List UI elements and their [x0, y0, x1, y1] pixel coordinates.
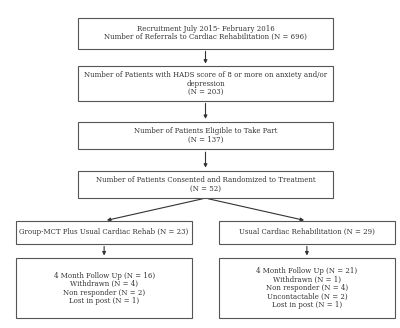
Text: Withdrawn (N = 1): Withdrawn (N = 1) [273, 276, 341, 284]
FancyBboxPatch shape [78, 171, 333, 198]
Text: Group-MCT Plus Usual Cardiac Rehab (N = 23): Group-MCT Plus Usual Cardiac Rehab (N = … [20, 228, 189, 236]
Text: Uncontactable (N = 2): Uncontactable (N = 2) [266, 293, 347, 301]
Text: Lost in post (N = 1): Lost in post (N = 1) [272, 301, 342, 309]
Text: Number of Patients Eligible to Take Part: Number of Patients Eligible to Take Part [134, 127, 277, 135]
FancyBboxPatch shape [78, 122, 333, 149]
FancyBboxPatch shape [219, 258, 395, 318]
Text: 4 Month Follow Up (N = 16): 4 Month Follow Up (N = 16) [54, 272, 155, 280]
FancyBboxPatch shape [16, 258, 192, 318]
Text: Non responder (N = 4): Non responder (N = 4) [266, 284, 348, 292]
Text: Number of Referrals to Cardiac Rehabilitation (N = 696): Number of Referrals to Cardiac Rehabilit… [104, 33, 307, 41]
FancyBboxPatch shape [219, 221, 395, 244]
Text: Usual Cardiac Rehabilitation (N = 29): Usual Cardiac Rehabilitation (N = 29) [239, 228, 375, 236]
Text: Number of Patients with HADS score of 8 or more on anxiety and/or: Number of Patients with HADS score of 8 … [84, 71, 327, 79]
Text: Non responder (N = 2): Non responder (N = 2) [63, 289, 145, 297]
Text: (N = 203): (N = 203) [188, 88, 223, 96]
Text: (N = 52): (N = 52) [190, 185, 221, 193]
Text: (N = 137): (N = 137) [188, 136, 223, 144]
FancyBboxPatch shape [16, 221, 192, 244]
Text: Number of Patients Consented and Randomized to Treatment: Number of Patients Consented and Randomi… [96, 176, 315, 184]
FancyBboxPatch shape [78, 18, 333, 49]
Text: 4 Month Follow Up (N = 21): 4 Month Follow Up (N = 21) [256, 268, 358, 276]
Text: Withdrawn (N = 4): Withdrawn (N = 4) [70, 280, 138, 288]
FancyBboxPatch shape [78, 67, 333, 101]
Text: depression: depression [186, 79, 225, 88]
Text: Recruitment July 2015- February 2016: Recruitment July 2015- February 2016 [137, 25, 274, 33]
Text: Lost in post (N = 1): Lost in post (N = 1) [69, 297, 139, 305]
